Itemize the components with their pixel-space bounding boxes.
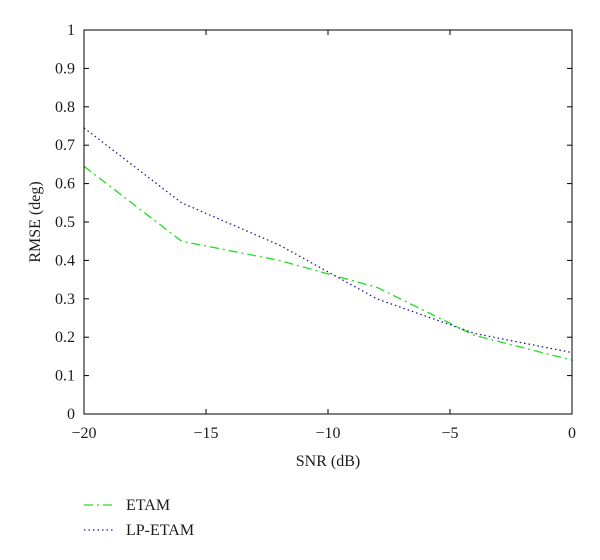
series-line-lp-etam bbox=[83, 127, 573, 354]
legend-label: LP-ETAM bbox=[126, 522, 194, 539]
x-tick-label: −5 bbox=[441, 425, 458, 442]
y-tick-label: 0.2 bbox=[55, 329, 75, 346]
x-tick-label: −20 bbox=[71, 425, 96, 442]
y-tick-label: 0.3 bbox=[55, 291, 75, 308]
y-tick-label: 0 bbox=[67, 406, 75, 423]
y-axis-label: RMSE (deg) bbox=[27, 181, 44, 262]
series-lines bbox=[83, 127, 573, 361]
x-axis-ticks: −20 −15 −10 −5 0 bbox=[71, 30, 576, 442]
y-tick-label: 0.7 bbox=[55, 137, 75, 154]
y-tick-label: 0.5 bbox=[55, 214, 75, 231]
x-axis-label: SNR (dB) bbox=[296, 453, 360, 470]
y-tick-label: 0.8 bbox=[55, 99, 75, 116]
x-tick-label: 0 bbox=[568, 425, 576, 442]
x-tick-label: −10 bbox=[315, 425, 340, 442]
y-axis-ticks: 0 0.1 0.2 0.3 0.4 0.5 0.6 0.7 0.8 0.9 1 bbox=[55, 22, 572, 423]
legend-label: ETAM bbox=[126, 497, 170, 514]
plot-frame bbox=[83, 29, 573, 415]
y-tick-label: 0.9 bbox=[55, 60, 75, 77]
series-line-etam bbox=[83, 165, 573, 361]
x-tick-label: −15 bbox=[193, 425, 218, 442]
y-tick-label: 0.6 bbox=[55, 176, 75, 193]
y-tick-label: 0.4 bbox=[55, 252, 75, 269]
y-tick-label: 0.1 bbox=[55, 368, 75, 385]
y-tick-label: 1 bbox=[67, 22, 75, 39]
legend: ETAM LP-ETAM bbox=[84, 497, 194, 539]
